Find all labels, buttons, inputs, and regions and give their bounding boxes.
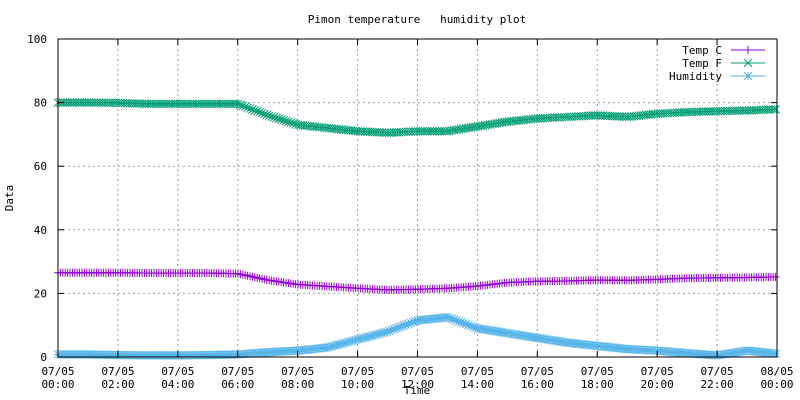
data-point [260,109,269,119]
x-tick-label-time: 02:00 [101,378,134,391]
x-tick-label-date: 07/05 [41,365,74,378]
data-point [233,99,243,109]
data-point [288,119,298,128]
data-point [240,102,250,112]
y-tick-label: 80 [34,97,47,110]
x-tick-label-time: 16:00 [521,378,554,391]
data-point [768,105,778,114]
x-tick-label-date: 07/05 [161,365,194,378]
data-point [262,110,272,120]
x-tick-label-time: 00:00 [41,378,74,391]
x-tick-label-date: 07/05 [701,365,734,378]
data-point [250,106,260,115]
data-point [267,112,276,121]
data-point [281,116,291,126]
x-tick-label-time: 10:00 [341,378,374,391]
x-tick-label-date: 07/05 [581,365,614,378]
legend-swatch-marker [743,58,753,68]
y-tick-label: 100 [27,33,47,46]
axes: 02040608010007/0500:0007/0502:0007/0504:… [27,33,793,391]
legend-swatch-marker [743,71,753,81]
data-point [245,104,255,113]
y-tick-label: 60 [34,160,47,173]
series-layer [53,98,780,360]
x-tick-label-date: 08/05 [760,365,793,378]
x-tick-label-time: 08:00 [281,378,314,391]
data-point [264,111,274,121]
x-tick-label-date: 07/05 [521,365,554,378]
x-tick-label-date: 07/05 [401,365,434,378]
x-tick-label-time: 04:00 [161,378,194,391]
x-axis-label: Time [404,384,431,397]
data-point [252,106,262,116]
series-markers [54,268,780,294]
data-point [248,105,257,114]
legend-label: Temp F [682,57,722,70]
data-point [257,108,267,118]
legend-swatch-marker [744,46,752,54]
series-temp-f [53,98,780,138]
y-axis-label: Data [3,185,16,212]
x-tick-label-time: 06:00 [221,378,254,391]
series-humidity [53,312,780,360]
x-tick-label-time: 12:00 [401,378,434,391]
series-temp-c [54,268,780,294]
data-point [276,115,286,124]
x-tick-label-time: 14:00 [461,378,494,391]
series-markers [53,312,780,360]
y-tick-label: 20 [34,287,47,300]
legend-label: Humidity [669,70,722,83]
data-point [269,112,279,122]
legend-label: Temp C [682,44,722,57]
x-tick-label-time: 20:00 [641,378,674,391]
x-tick-label-time: 22:00 [701,378,734,391]
x-tick-label-time: 00:00 [760,378,793,391]
data-point [284,117,293,127]
data-point [238,101,248,111]
data-point [255,107,264,117]
data-point [274,114,284,124]
data-point [272,113,281,123]
y-tick-label: 40 [34,224,47,237]
data-point [286,118,296,128]
x-tick-label-date: 07/05 [101,365,134,378]
x-tick-label-time: 18:00 [581,378,614,391]
data-point [771,104,780,114]
data-point [243,103,252,112]
y-tick-label: 0 [40,351,47,364]
x-tick-label-date: 07/05 [341,365,374,378]
data-point [279,116,288,125]
data-point [236,100,245,110]
grid [58,39,777,357]
x-tick-label-date: 07/05 [281,365,314,378]
chart-title: Pimon temperature humidity plot [308,13,527,26]
series-markers [53,98,780,138]
data-point [771,349,780,359]
x-tick-label-date: 07/05 [221,365,254,378]
x-tick-label-date: 07/05 [641,365,674,378]
data-point [771,272,780,281]
x-tick-label-date: 07/05 [461,365,494,378]
